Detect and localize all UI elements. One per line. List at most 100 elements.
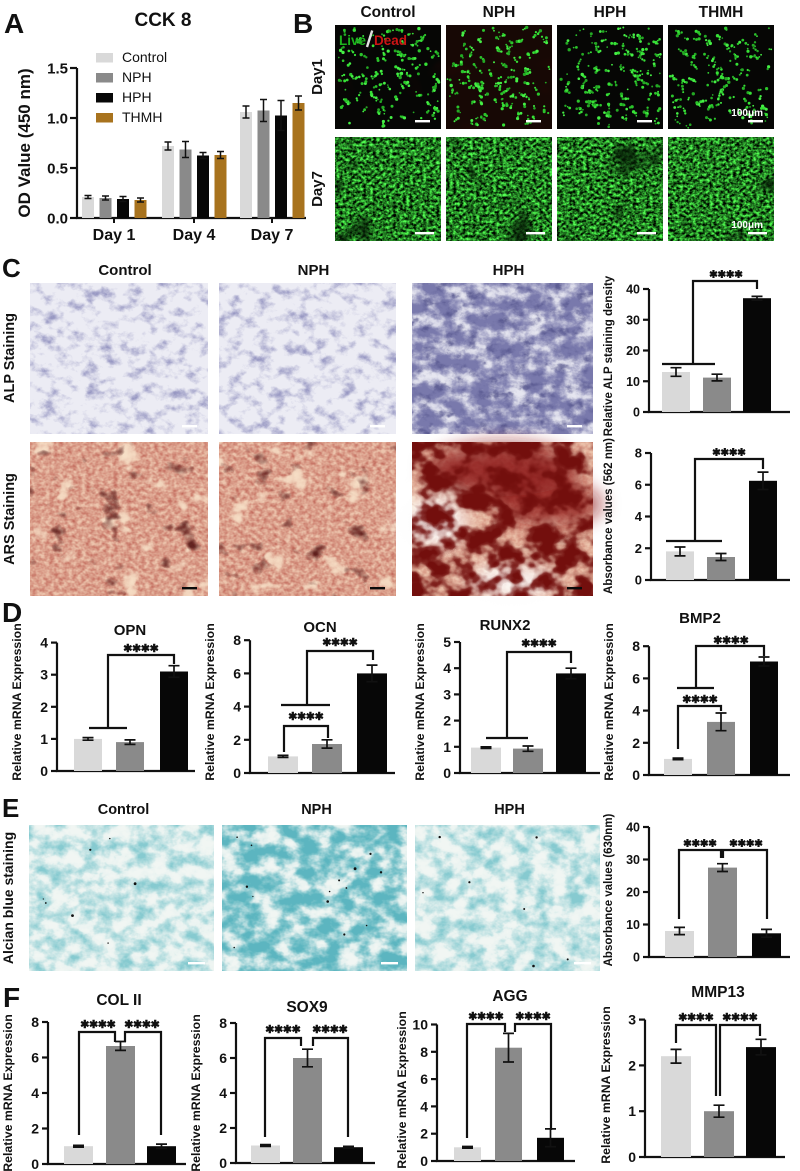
svg-text:COL II: COL II	[96, 992, 141, 1009]
svg-text:1.5: 1.5	[47, 60, 68, 77]
svg-text:2: 2	[233, 732, 241, 748]
svg-text:4: 4	[219, 1085, 227, 1101]
svg-text:ALP Staining: ALP Staining	[2, 313, 18, 403]
svg-text:0: 0	[628, 1149, 636, 1165]
svg-text:4: 4	[443, 660, 451, 676]
svg-text:8: 8	[420, 1044, 428, 1060]
svg-text:Relative mRNA Expression: Relative mRNA Expression	[10, 623, 24, 780]
svg-text:8: 8	[632, 638, 640, 654]
svg-text:HPH: HPH	[493, 262, 525, 279]
svg-text:10: 10	[412, 1017, 428, 1033]
svg-text:10: 10	[626, 375, 640, 389]
svg-text:0: 0	[443, 765, 451, 781]
svg-text:THMH: THMH	[699, 4, 744, 21]
svg-text:E: E	[2, 793, 19, 823]
svg-text:D: D	[2, 597, 22, 628]
svg-text:Control: Control	[360, 4, 415, 21]
svg-text:20: 20	[626, 344, 640, 358]
svg-text:OCN: OCN	[303, 619, 336, 636]
svg-text:30: 30	[626, 853, 640, 867]
svg-text:Relative mRNA Expression: Relative mRNA Expression	[599, 1006, 613, 1163]
svg-text:Live: Live	[339, 33, 367, 48]
svg-text:0: 0	[633, 951, 640, 965]
svg-text:Day1: Day1	[309, 59, 326, 95]
svg-text:Control: Control	[122, 49, 167, 65]
svg-text:4: 4	[31, 1085, 39, 1101]
svg-text:100μm: 100μm	[731, 108, 763, 119]
svg-text:40: 40	[626, 821, 640, 835]
svg-text:4: 4	[635, 509, 643, 524]
svg-text:3: 3	[40, 667, 48, 683]
svg-text:6: 6	[420, 1071, 428, 1087]
svg-text:F: F	[3, 982, 20, 1013]
svg-text:NPH: NPH	[298, 262, 330, 279]
svg-text:8: 8	[31, 1014, 39, 1030]
svg-text:Day 4: Day 4	[173, 227, 216, 244]
svg-text:0: 0	[420, 1153, 428, 1169]
svg-text:HPH: HPH	[122, 89, 152, 105]
svg-text:3: 3	[443, 686, 451, 702]
svg-text:1: 1	[628, 1103, 636, 1119]
svg-text:MMP13: MMP13	[691, 984, 745, 1001]
svg-text:OPN: OPN	[114, 622, 147, 639]
svg-text:6: 6	[233, 665, 241, 681]
svg-text:Relative mRNA Expression: Relative mRNA Expression	[1, 1014, 15, 1171]
svg-text:Day7: Day7	[309, 171, 326, 207]
svg-text:B: B	[293, 8, 313, 39]
svg-text:NPH: NPH	[301, 802, 332, 818]
svg-text:5: 5	[443, 634, 451, 650]
svg-text:Absorbance values (630nm): Absorbance values (630nm)	[603, 813, 615, 966]
svg-text:A: A	[4, 8, 24, 39]
svg-text:4: 4	[233, 699, 241, 715]
svg-text:4: 4	[632, 703, 640, 719]
svg-text:Relative mRNA Expression: Relative mRNA Expression	[602, 623, 616, 780]
svg-text:Control: Control	[98, 802, 150, 818]
svg-text:1: 1	[40, 731, 48, 747]
svg-text:0.5: 0.5	[47, 160, 68, 177]
svg-text:Control: Control	[98, 262, 151, 279]
svg-text:Relative mRNA Expression: Relative mRNA Expression	[189, 1014, 203, 1171]
svg-text:SOX9: SOX9	[286, 999, 328, 1016]
svg-text:2: 2	[40, 699, 48, 715]
svg-text:1: 1	[443, 739, 451, 755]
svg-text:2: 2	[219, 1120, 227, 1136]
svg-text:Day 7: Day 7	[251, 227, 294, 244]
svg-text:Relative ALP staining density: Relative ALP staining density	[603, 275, 615, 436]
svg-text:Day 1: Day 1	[93, 227, 136, 244]
svg-text:6: 6	[219, 1050, 227, 1066]
svg-text:NPH: NPH	[122, 69, 152, 85]
svg-text:0: 0	[233, 765, 241, 781]
svg-text:2: 2	[443, 713, 451, 729]
svg-text:100μm: 100μm	[731, 220, 763, 231]
svg-text:0: 0	[635, 573, 642, 588]
svg-text:THMH: THMH	[122, 109, 162, 125]
svg-text:BMP2: BMP2	[679, 610, 721, 627]
svg-text:Absorbance values (562 nm): Absorbance values (562 nm)	[603, 438, 615, 594]
svg-text:CCK 8: CCK 8	[134, 10, 191, 31]
svg-text:ARS Staining: ARS Staining	[2, 473, 18, 565]
svg-text:0: 0	[632, 767, 640, 783]
svg-text:Relative mRNA Expression: Relative mRNA Expression	[395, 1011, 409, 1168]
svg-text:AGG: AGG	[492, 988, 527, 1005]
svg-text:20: 20	[626, 886, 640, 900]
svg-text:30: 30	[626, 313, 640, 327]
svg-text:Relative mRNA Expression: Relative mRNA Expression	[203, 623, 217, 780]
svg-text:6: 6	[632, 670, 640, 686]
svg-text:2: 2	[31, 1121, 39, 1137]
svg-text:0: 0	[31, 1156, 39, 1171]
svg-text:OD Value (450 nm): OD Value (450 nm)	[15, 68, 34, 217]
svg-text:HPH: HPH	[494, 802, 525, 818]
svg-text:NPH: NPH	[483, 4, 516, 21]
svg-text:40: 40	[626, 283, 640, 297]
svg-text:10: 10	[626, 918, 640, 932]
svg-text:4: 4	[40, 635, 48, 651]
svg-text:Relative mRNA Expression: Relative mRNA Expression	[413, 623, 427, 780]
svg-text:RUNX2: RUNX2	[480, 617, 531, 634]
svg-text:8: 8	[233, 632, 241, 648]
svg-text:4: 4	[420, 1098, 428, 1114]
svg-text:HPH: HPH	[594, 4, 627, 21]
svg-text:0: 0	[633, 406, 640, 420]
svg-text:2: 2	[420, 1126, 428, 1142]
svg-text:1.0: 1.0	[47, 110, 68, 127]
svg-text:Dead: Dead	[374, 33, 407, 48]
